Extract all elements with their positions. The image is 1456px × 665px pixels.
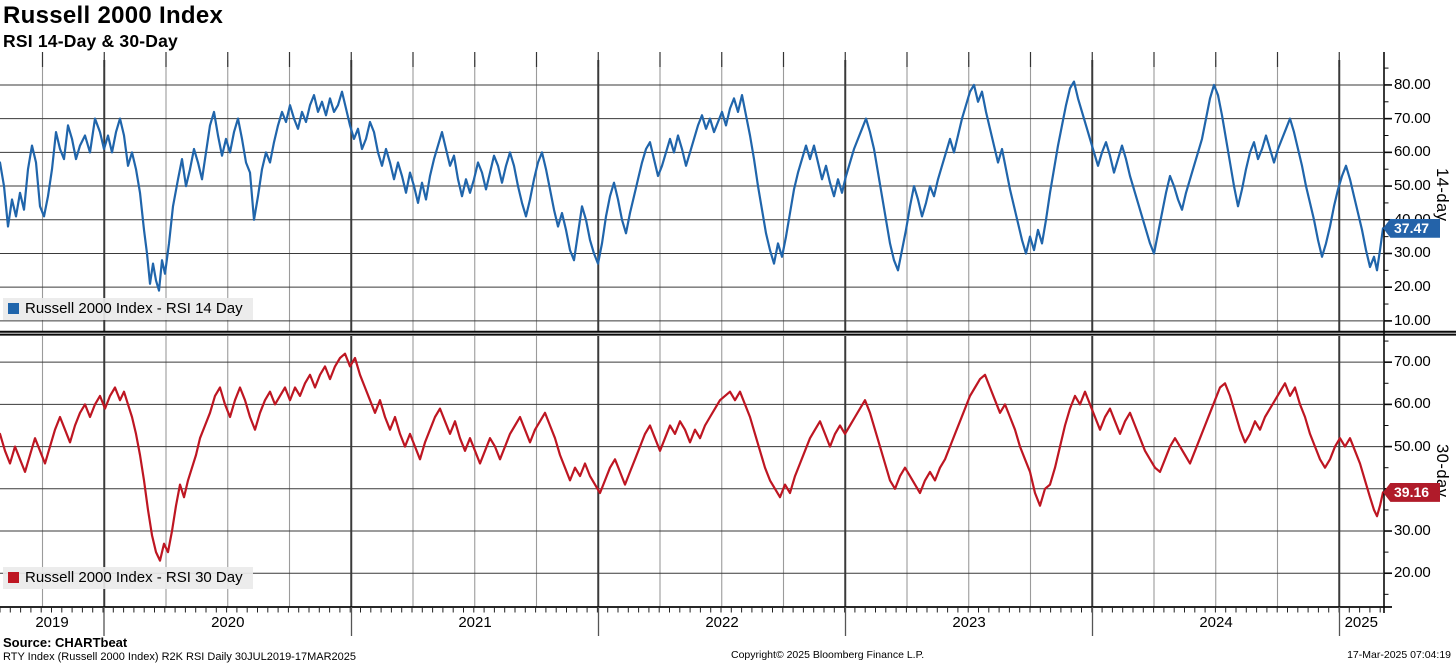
year-label-2021: 2021	[458, 614, 492, 631]
copyright-notice: Copyright© 2025 Bloomberg Finance L.P.	[731, 649, 925, 661]
y-tick-label: 30.00	[1394, 522, 1431, 540]
year-label-2020: 2020	[211, 614, 245, 631]
legend-label-rsi-30: Russell 2000 Index - RSI 30 Day	[25, 569, 243, 586]
year-label-2022: 2022	[705, 614, 739, 631]
y-tick-label: 70.00	[1394, 109, 1431, 127]
legend-swatch-blue	[8, 303, 19, 314]
year-label-2025: 2025	[1344, 614, 1378, 631]
render-timestamp: 17-Mar-2025 07:04:19	[1347, 649, 1451, 661]
grid-lines	[0, 60, 1383, 607]
year-label-2019: 2019	[35, 614, 69, 631]
y-tick-label: 70.00	[1394, 353, 1431, 371]
legend-swatch-red	[8, 572, 19, 583]
chart-subtitle: RSI 14-Day & 30-Day	[3, 31, 178, 51]
source-label: Source: CHARTbeat	[3, 635, 128, 650]
y-tick-label: 50.00	[1394, 437, 1431, 455]
ticker-descriptor: RTY Index (Russell 2000 Index) R2K RSI D…	[3, 651, 356, 663]
last-value-badge-rsi-30: 39.16	[1383, 482, 1440, 502]
last-value-badge-rsi-14: 37.47	[1383, 218, 1440, 238]
series-30-day	[0, 352, 1385, 562]
series-14-day	[0, 80, 1385, 292]
legend-rsi-14[interactable]: Russell 2000 Index - RSI 14 Day	[3, 298, 253, 320]
y-tick-label: 10.00	[1394, 311, 1431, 329]
year-label-2024: 2024	[1199, 614, 1233, 631]
panel-axis-title-14day: 14-day	[1433, 167, 1451, 221]
axes-and-ticks	[0, 52, 1456, 636]
legend-rsi-30[interactable]: Russell 2000 Index - RSI 30 Day	[3, 567, 253, 589]
y-tick-label: 20.00	[1394, 278, 1431, 296]
page-title: Russell 2000 Index	[3, 2, 224, 29]
y-tick-label: 60.00	[1394, 395, 1431, 413]
y-tick-label: 30.00	[1394, 244, 1431, 262]
year-label-2023: 2023	[952, 614, 986, 631]
y-tick-label: 80.00	[1394, 75, 1431, 93]
y-tick-label: 20.00	[1394, 564, 1431, 582]
chart-series	[0, 80, 1385, 562]
rsi-14-day-plot-area[interactable]	[0, 60, 1383, 331]
y-tick-label: 60.00	[1394, 143, 1431, 161]
legend-label-rsi-14: Russell 2000 Index - RSI 14 Day	[25, 300, 243, 317]
y-tick-label: 50.00	[1394, 177, 1431, 195]
